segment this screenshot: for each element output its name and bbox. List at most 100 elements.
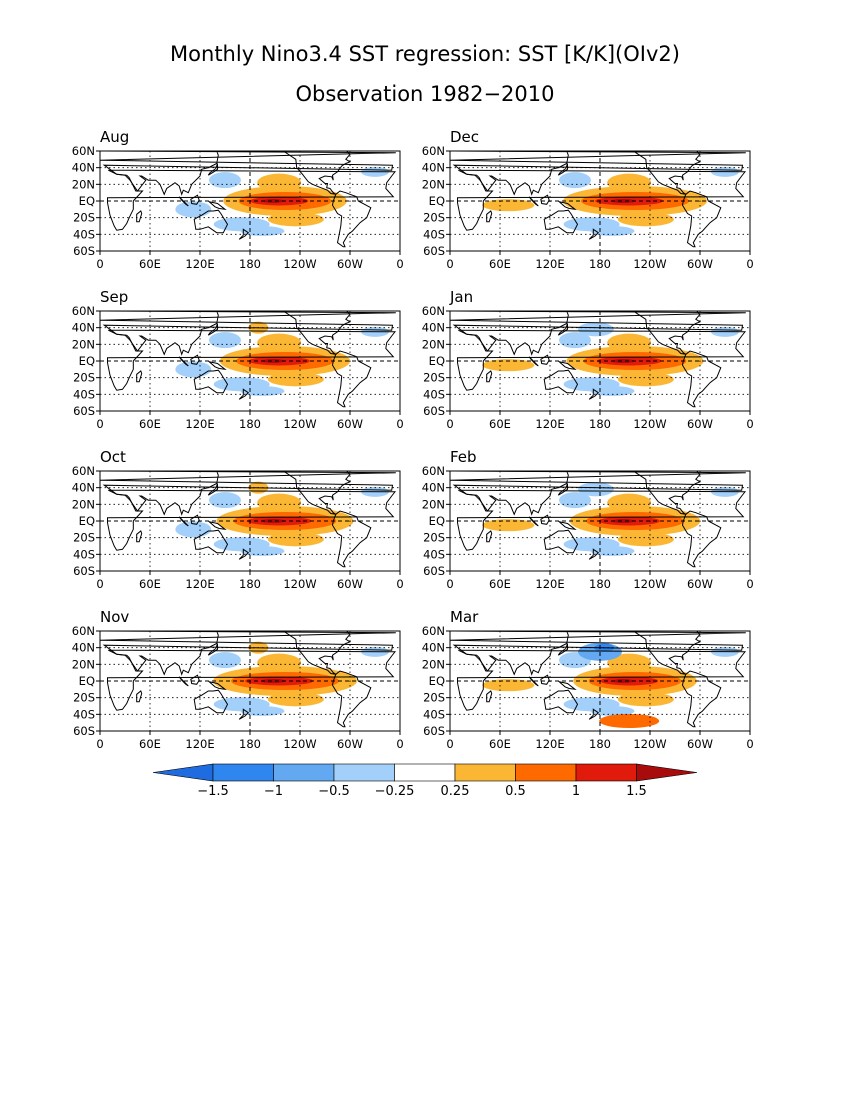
cool-anomaly-indian-ocean <box>175 361 212 378</box>
coastline-antarcticpen <box>344 570 351 571</box>
lat-tick-label: 40S <box>73 227 95 241</box>
lon-tick-label: 120E <box>535 577 564 591</box>
lon-tick-label: 0 <box>96 417 103 431</box>
cool-anomaly-north-pacific <box>577 322 614 337</box>
cool-anomaly-nw-pacific <box>209 652 241 669</box>
warm-anomaly-se-pacific <box>617 692 674 707</box>
colorbar-label: 1.5 <box>626 784 647 799</box>
lat-tick-label: 20N <box>72 177 95 191</box>
lat-tick-label: 60N <box>72 464 95 478</box>
lon-tick-label: 0 <box>96 577 103 591</box>
lon-tick-label: 0 <box>746 417 753 431</box>
coastline-africa <box>107 329 397 391</box>
coastline-namerica <box>260 151 352 195</box>
warm-anomaly-ne-pacific <box>257 493 302 512</box>
lon-tick-label: 60W <box>687 577 713 591</box>
coastline-borneo <box>540 194 550 205</box>
lon-tick-label: 60E <box>489 577 511 591</box>
coastlines <box>100 471 397 571</box>
coastline-namerica <box>610 471 702 515</box>
coastlines <box>450 471 747 571</box>
lat-tick-label: 40N <box>72 321 95 335</box>
coastline-newguinea <box>207 520 227 531</box>
cool-anomaly-south-pacific <box>240 386 285 396</box>
coastline-samerica <box>681 350 722 408</box>
warm-anomaly-se-pacific <box>617 532 674 547</box>
coastline-antarcticpen <box>344 250 351 251</box>
coastline-madagascar <box>486 210 493 223</box>
warm-anomaly-peak <box>611 199 636 203</box>
coastline-borneo <box>190 514 200 525</box>
coastline-japan <box>207 323 218 336</box>
panel-title: Oct <box>100 448 126 466</box>
warm-anomaly-ne-pacific <box>257 173 302 192</box>
lat-tick-label: 40S <box>423 387 445 401</box>
lat-tick-label: 20S <box>423 531 445 545</box>
coastline-borneo <box>190 194 200 205</box>
panel-title: Aug <box>100 128 129 146</box>
map-panels: Aug 60N 40N 20N EQ 20S 40S 60S 0 60E 120E 180 120W 60… <box>72 128 754 751</box>
gridlines <box>450 471 750 571</box>
warm-anomaly-peak <box>261 679 286 683</box>
colorbar-bin <box>212 763 274 782</box>
lat-tick-label: 20N <box>422 497 445 511</box>
warm-anomaly-peak <box>611 359 635 363</box>
lon-tick-label: 0 <box>396 417 403 431</box>
coastline-sumatra <box>178 196 189 207</box>
lon-tick-label: 120W <box>283 417 316 431</box>
lat-tick-label: 40N <box>422 321 445 335</box>
coastline-africa <box>457 649 747 711</box>
cool-anomaly-south-pacific <box>240 226 285 236</box>
coastlines <box>450 631 747 731</box>
lat-tick-label: EQ <box>79 674 95 688</box>
coastline-japan <box>207 643 218 656</box>
lon-tick-label: 120E <box>535 737 564 751</box>
coastline-sumatra <box>528 196 539 207</box>
coastline-borneo <box>540 674 550 685</box>
coastline-samerica <box>331 190 372 248</box>
warm-anomaly-se-pacific <box>267 372 324 387</box>
coastline-japan <box>557 323 568 336</box>
cool-anomaly-south-pacific <box>590 546 635 556</box>
lon-tick-label: 180 <box>589 417 611 431</box>
coastline-eurasia <box>100 471 396 516</box>
lon-tick-label: 180 <box>239 417 261 431</box>
lon-tick-label: 0 <box>446 737 453 751</box>
coastline-eurasia <box>450 471 746 516</box>
coastline-namerica <box>610 311 702 355</box>
lat-tick-label: EQ <box>79 194 95 208</box>
coastline-nz <box>588 548 600 560</box>
lat-tick-label: 40N <box>72 481 95 495</box>
warm-anomaly-ne-pacific <box>607 493 652 512</box>
coastline-madagascar <box>136 530 143 543</box>
gridlines <box>100 631 400 731</box>
coastline-antarcticpen <box>694 250 701 251</box>
lat-tick-label: 60N <box>422 304 445 318</box>
figure-title: Monthly Nino3.4 SST regression: SST [K/K… <box>170 42 680 66</box>
lon-tick-label: 0 <box>446 577 453 591</box>
warm-anomaly-south-pacific <box>599 714 660 728</box>
lat-tick-label: 20N <box>72 657 95 671</box>
lat-tick-label: 20S <box>73 531 95 545</box>
warm-anomaly-indian-ocean <box>482 359 535 372</box>
coastline-samerica <box>331 350 372 408</box>
coastlines <box>450 311 747 411</box>
lon-tick-label: 60W <box>337 257 363 271</box>
lon-tick-label: 60E <box>139 257 161 271</box>
coastline-africa <box>107 649 397 711</box>
coastlines <box>100 311 397 411</box>
lat-tick-label: 40N <box>422 161 445 175</box>
lat-tick-label: 40N <box>422 641 445 655</box>
warm-anomaly-indian-ocean <box>482 199 535 212</box>
coastline-nz <box>238 228 250 240</box>
coastline-sumatra <box>528 676 539 687</box>
lat-tick-label: 20S <box>73 211 95 225</box>
coastline-samerica <box>331 670 372 728</box>
panel-title: Nov <box>100 608 129 626</box>
lat-tick-label: 60N <box>422 464 445 478</box>
lat-tick-label: 60S <box>73 244 95 258</box>
